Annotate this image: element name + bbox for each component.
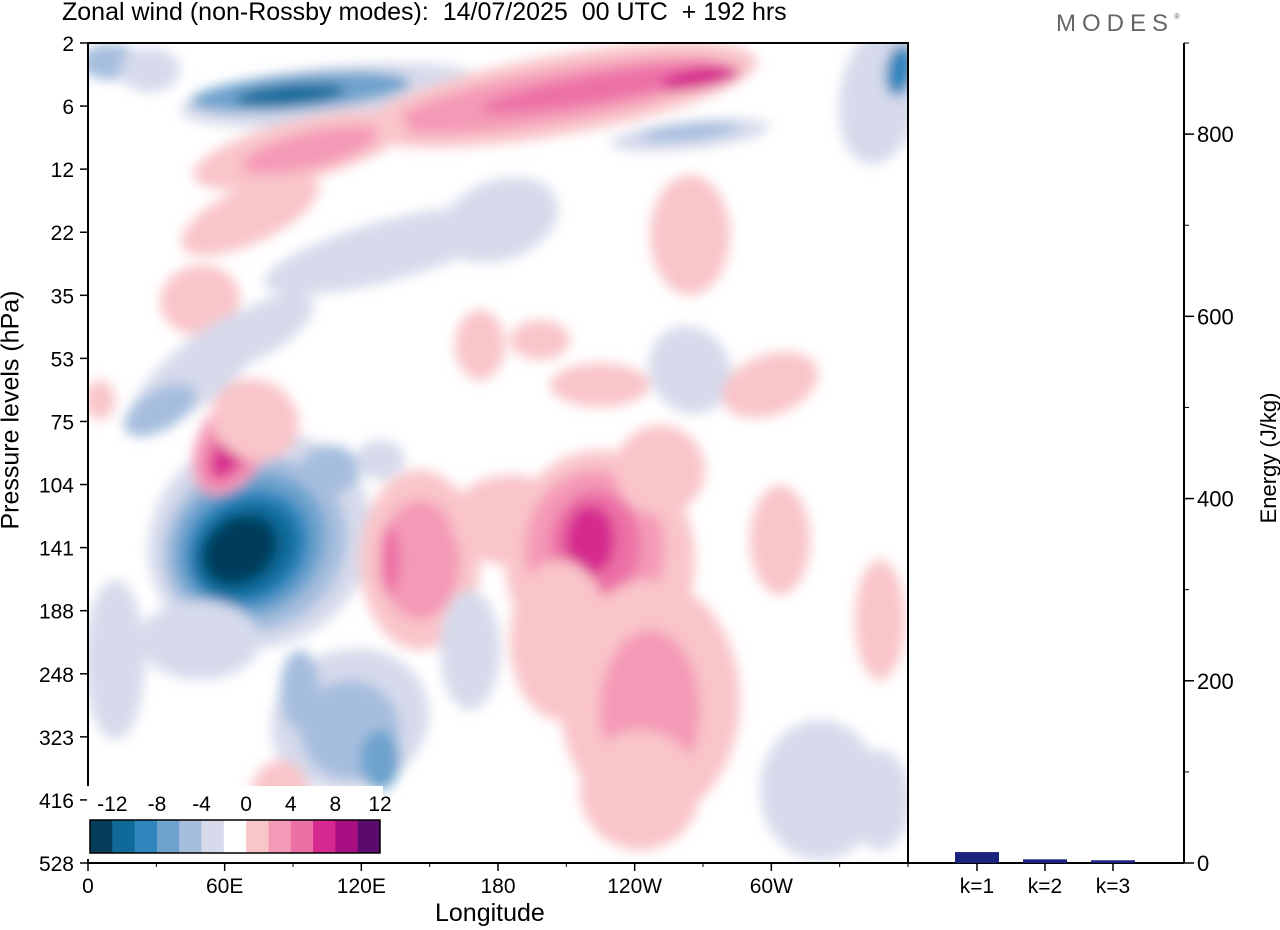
y-tick-label: 104 [39, 475, 74, 498]
energy-tick-label: 200 [1197, 669, 1234, 694]
colorbar-swatch [201, 820, 225, 853]
x-tick-label: 180 [480, 875, 515, 898]
energy-bar-k=3 [1091, 860, 1135, 863]
y-tick-label: 2 [62, 33, 74, 56]
colorbar-swatch [335, 820, 359, 853]
y-tick-label: 53 [51, 348, 74, 371]
bar-category-label: k=3 [1096, 875, 1130, 898]
colorbar-swatch [156, 820, 180, 853]
colorbar-swatch [313, 820, 336, 853]
energy-bar-k=2 [1023, 859, 1067, 863]
colorbar: -12 -8 -4 0 4 8 12 [87, 786, 392, 859]
colorbar-swatch [90, 820, 113, 853]
colorbar-label: 0 [240, 793, 252, 816]
y-tick-label: 248 [39, 664, 74, 687]
colorbar-swatch [246, 820, 269, 853]
y-tick-label: 75 [51, 411, 74, 434]
energy-tick-label: 600 [1197, 304, 1234, 329]
colorbar-label: 12 [368, 793, 391, 816]
x-axis-label: Longitude [435, 899, 545, 927]
y-tick-label: 528 [39, 853, 74, 876]
x-tick-label: 120W [607, 875, 662, 898]
y-tick-label: 35 [51, 285, 74, 308]
y-tick-label: 323 [39, 727, 74, 750]
chart-title: Zonal wind (non-Rossby modes): 14/07/202… [62, 0, 787, 26]
contour-field [88, 43, 908, 863]
x-tick-label: 120E [337, 875, 386, 898]
x-tick-label: 0 [82, 875, 94, 898]
colorbar-swatch [290, 820, 314, 853]
colorbar-label: 8 [330, 793, 342, 816]
energy-tick-label: 0 [1197, 851, 1209, 876]
y-tick-label: 188 [39, 601, 74, 624]
colorbar-swatch [179, 820, 203, 853]
colorbar-label: -8 [148, 793, 167, 816]
colorbar-swatch [268, 820, 292, 853]
colorbar-label: 4 [285, 793, 297, 816]
energy-bars: k=1 k=2 k=3 [955, 852, 1135, 898]
colorbar-swatch [223, 820, 247, 853]
colorbar-swatch [112, 820, 136, 853]
y-tick-label: 12 [51, 159, 74, 182]
bar-category-label: k=2 [1028, 875, 1062, 898]
energy-bar-k=1 [955, 852, 999, 863]
colorbar-label: -4 [192, 793, 211, 816]
bar-category-label: k=1 [960, 875, 994, 898]
x-tick-label: 60E [206, 875, 243, 898]
modes-logo: MODES® [1056, 10, 1180, 37]
colorbar-label: -12 [97, 793, 127, 816]
energy-tick-label: 400 [1197, 487, 1234, 512]
energy-tick-label: 800 [1197, 122, 1234, 147]
x-tick-label: 60W [750, 875, 793, 898]
y-tick-label: 416 [39, 790, 74, 813]
y-axis-label-right: Energy (J/kg) [1256, 392, 1280, 524]
y-tick-label: 22 [51, 222, 74, 245]
y-tick-label: 141 [39, 538, 74, 561]
y-tick-label: 6 [62, 96, 74, 119]
colorbar-swatch [357, 820, 381, 853]
colorbar-swatch [134, 820, 158, 853]
y-axis-label-left: Pressure levels (hPa) [0, 290, 25, 530]
